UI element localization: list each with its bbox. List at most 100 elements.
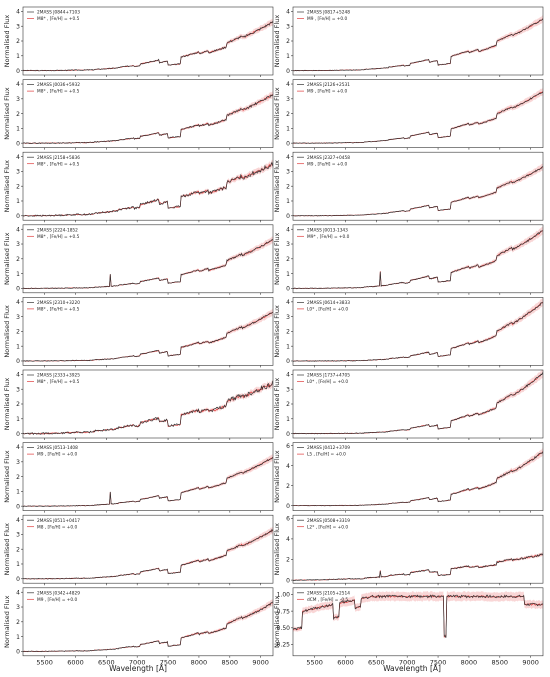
y-axis-label-12: Normalised Flux [3, 450, 11, 503]
y-tick-label-11-0: 0 [286, 431, 290, 438]
template-band-15 [293, 552, 543, 581]
y-tick-label-3-0: 0 [286, 140, 290, 147]
y-tick-label-13-1: 2 [286, 483, 290, 490]
legend-template-6: M8* , [Fe/H] = +0.5 [37, 234, 80, 240]
observed-series-5 [293, 166, 543, 217]
y-tick-label-6-1: 1 [16, 271, 20, 278]
legend-object-4: 2MASS J2158+5836 [37, 155, 80, 161]
template-band-4 [23, 159, 273, 217]
y-tick-label-6-4: 4 [16, 226, 20, 233]
y-tick-label-7-4: 4 [286, 226, 290, 233]
y-axis-label-1: Normalised Flux [273, 15, 281, 68]
y-tick-label-4-2: 2 [16, 183, 20, 190]
y-tick-label-7-3: 3 [286, 241, 290, 248]
legend-template-3: M9 , [Fe/H] = +0.0 [307, 89, 347, 95]
y-tick-label-17-0: 0.25 [277, 642, 291, 649]
observed-series-10 [23, 380, 273, 436]
y-tick-label-1-0: 0 [286, 68, 290, 75]
x-tick-label-17-3: 7000 [399, 658, 416, 666]
template-series-0 [23, 22, 273, 72]
y-tick-label-3-1: 1 [286, 126, 290, 133]
y-tick-label-16-3: 3 [16, 604, 20, 611]
template-series-6 [23, 239, 273, 289]
y-tick-label-14-2: 2 [16, 546, 20, 553]
observed-series-14 [23, 528, 273, 580]
observed-series-9 [293, 302, 543, 362]
y-tick-label-16-1: 1 [16, 634, 20, 641]
y-tick-label-13-3: 6 [286, 443, 290, 450]
y-tick-label-1-3: 3 [286, 23, 290, 30]
legend-template-11: L0* , [Fe/H] = +0.0 [307, 379, 348, 385]
legend-object-11: 2MASS J1737+4705 [307, 373, 350, 379]
template-band-8 [23, 308, 273, 362]
y-tick-label-10-4: 4 [16, 372, 20, 379]
y-tick-label-10-3: 3 [16, 386, 20, 393]
observed-series-6 [23, 238, 273, 290]
y-axis-label-15: Normalised Flux [273, 523, 281, 576]
y-tick-label-9-3: 3 [286, 314, 290, 321]
legend-object-17: 2MASS J2105+2514 [307, 590, 350, 596]
spectrum-panel-0: 0 1 2 3 4 Normalised Flux 2MASS J0844+7103M8* … [3, 6, 274, 77]
y-tick-label-8-4: 4 [16, 299, 20, 306]
y-tick-label-9-0: 0 [286, 358, 290, 365]
y-tick-label-6-0: 0 [16, 286, 20, 293]
legend-template-17: dCM , [Fe/H] = -0.5 [307, 597, 348, 603]
y-axis-label-5: Normalised Flux [273, 160, 281, 213]
legend-template-2: M8* , [Fe/H] = +0.5 [37, 89, 80, 95]
y-tick-label-12-0: 0 [16, 503, 20, 510]
legend-template-0: M8* , [Fe/H] = +0.5 [37, 16, 80, 22]
y-axis-label-7: Normalised Flux [273, 232, 281, 285]
y-axis-label-2: Normalised Flux [3, 87, 11, 140]
y-tick-label-15-3: 6 [286, 515, 290, 522]
y-axis-label-8: Normalised Flux [3, 305, 11, 358]
template-series-12 [23, 456, 273, 507]
x-tick-label-16-2: 6500 [98, 658, 115, 666]
template-series-15 [293, 553, 543, 581]
x-tick-label-16-1: 6000 [67, 658, 84, 666]
legend-object-3: 2MASS J2126+2531 [307, 82, 350, 88]
legend-object-12: 2MASS J0513-1408 [37, 445, 78, 451]
y-axis-label-4: Normalised Flux [3, 160, 11, 213]
legend-template-12: M9 , [Fe/H] = +0.0 [37, 452, 77, 458]
y-tick-label-7-0: 0 [286, 286, 290, 293]
panel-frame-13 [292, 442, 544, 511]
y-tick-label-3-3: 3 [286, 96, 290, 103]
spectrum-panel-10: 0 1 2 3 4 Normalised Flux 2MASS J2333+3925M8* … [3, 369, 274, 440]
template-series-4 [23, 162, 273, 217]
spectrum-panel-16: 0 1 2 3 4 5500 6000 6500 7000 7500 8000 8500 9000 Nor… [3, 587, 274, 666]
y-tick-label-17-2: 0.75 [277, 608, 291, 615]
legend-object-7: 2MASS J0013-1343 [307, 227, 348, 233]
y-tick-label-7-2: 2 [286, 256, 290, 263]
legend-object-10: 2MASS J2333+3925 [37, 373, 80, 379]
y-tick-label-16-0: 0 [16, 649, 20, 656]
legend-object-5: 2MASS J2327+0458 [307, 155, 350, 161]
y-tick-label-12-1: 1 [16, 489, 20, 496]
template-series-1 [293, 18, 543, 72]
legend-object-14: 2MASS J0511+0417 [37, 518, 80, 524]
template-series-2 [23, 93, 273, 144]
y-tick-label-14-4: 4 [16, 517, 20, 524]
y-tick-label-0-4: 4 [16, 9, 20, 16]
observed-series-8 [23, 312, 273, 362]
legend-template-13: L5 , [Fe/H] = +0.0 [307, 452, 346, 458]
y-tick-label-3-2: 2 [286, 111, 290, 118]
y-tick-label-9-4: 4 [286, 299, 290, 306]
legend-object-0: 2MASS J0844+7103 [37, 10, 80, 16]
legend-template-14: M8 , [Fe/H] = +0.0 [37, 524, 77, 530]
observed-series-4 [23, 161, 273, 217]
legend-template-15: L2* , [Fe/H] = +0.0 [307, 524, 348, 530]
legend-object-9: 2MASS J0614+3833 [307, 300, 350, 306]
y-axis-label-3: Normalised Flux [273, 87, 281, 140]
template-band-5 [293, 163, 543, 216]
observed-series-17 [293, 594, 543, 638]
legend-object-16: 2MASS J0342+4829 [37, 590, 80, 596]
x-tick-label-16-0: 5500 [36, 658, 53, 666]
y-tick-label-10-2: 2 [16, 401, 20, 408]
y-axis-label-0: Normalised Flux [3, 15, 11, 68]
template-series-5 [293, 166, 543, 217]
y-tick-label-5-1: 1 [286, 198, 290, 205]
observed-series-13 [293, 451, 543, 507]
